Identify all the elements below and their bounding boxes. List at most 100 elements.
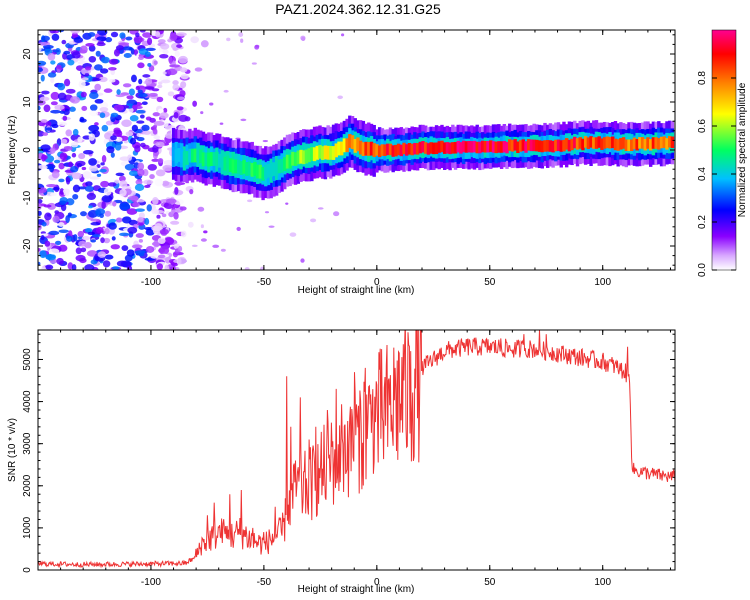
ridge-cell xyxy=(236,159,241,174)
noise-cell xyxy=(84,66,92,71)
noise-cell xyxy=(153,124,158,129)
noise-cell xyxy=(160,43,170,50)
noise-cell xyxy=(134,250,146,255)
x-tick-label: 100 xyxy=(594,577,611,588)
noise-cell xyxy=(38,203,42,211)
noise-cell xyxy=(99,68,109,74)
noise-cell xyxy=(46,165,53,169)
ridge-cell xyxy=(312,147,317,162)
ridge-cell xyxy=(505,141,509,154)
noise-cell xyxy=(135,208,145,212)
noise-cell xyxy=(147,62,152,67)
ridge-cell xyxy=(424,142,428,154)
ridge-cell xyxy=(532,139,536,152)
y-tick-label: 5000 xyxy=(22,348,33,371)
noise-cell xyxy=(84,227,93,233)
noise-cell xyxy=(132,104,138,110)
noise-cell xyxy=(92,234,101,238)
ridge-cell xyxy=(188,148,192,163)
ridge-cell xyxy=(654,137,658,149)
ridge-cell xyxy=(657,138,661,150)
noise-cell xyxy=(108,58,119,65)
ridge-cell xyxy=(407,143,412,155)
ridge-cell xyxy=(383,144,387,156)
ridge-cell xyxy=(386,143,390,156)
noise-cell xyxy=(100,237,105,244)
noise-cell xyxy=(161,180,170,187)
ridge-cell xyxy=(207,152,211,167)
ridge-cell xyxy=(662,136,666,148)
noise-cell xyxy=(97,30,108,36)
noise-cell xyxy=(131,124,138,132)
noise-cell xyxy=(192,100,198,107)
noise-cell xyxy=(203,230,208,234)
ridge-cell xyxy=(442,142,447,154)
ridge-cell xyxy=(621,137,626,149)
ridge-cell xyxy=(421,141,425,153)
noise-cell xyxy=(268,225,275,228)
noise-cell xyxy=(128,88,135,96)
noise-cell xyxy=(161,213,167,218)
ridge-cell xyxy=(329,145,333,160)
ridge-cell xyxy=(372,143,376,157)
noise-cell xyxy=(102,260,111,268)
noise-cell xyxy=(72,193,79,200)
noise-cell xyxy=(40,144,51,152)
noise-cell xyxy=(56,257,64,265)
ridge-cell xyxy=(228,158,233,173)
noise-cell xyxy=(59,110,66,114)
noise-cell xyxy=(151,208,159,215)
noise-cell xyxy=(138,239,143,243)
noise-cell xyxy=(136,120,145,124)
noise-cell xyxy=(103,187,112,196)
noise-cell xyxy=(71,264,77,270)
noise-cell xyxy=(126,265,133,270)
ridge-cell xyxy=(280,158,284,173)
ridge-cell xyxy=(456,140,460,153)
y-tick-label: 2000 xyxy=(22,474,33,497)
noise-cell xyxy=(194,67,203,72)
ridge-cell xyxy=(605,136,610,149)
noise-cell xyxy=(105,120,114,126)
noise-cell xyxy=(104,254,114,260)
spectrogram-y-axis-label: Frequency (Hz) xyxy=(7,116,18,185)
ridge-cell xyxy=(635,138,639,151)
y-tick-label: 4000 xyxy=(22,390,33,413)
ridge-cell xyxy=(535,139,539,152)
noise-cell xyxy=(141,124,150,132)
ridge-cell xyxy=(537,140,542,152)
y-tick-label: 1000 xyxy=(22,516,33,539)
ridge-cell xyxy=(589,136,593,148)
ridge-cell xyxy=(567,139,572,152)
noise-cell xyxy=(118,175,126,182)
noise-cell xyxy=(94,122,99,126)
noise-cell xyxy=(39,250,47,259)
noise-cell xyxy=(260,266,265,270)
x-tick-label: 50 xyxy=(484,577,496,588)
ridge-cell xyxy=(307,148,311,163)
ridge-cell xyxy=(638,137,642,149)
noise-cell xyxy=(153,135,161,140)
noise-cell xyxy=(139,114,145,119)
noise-cell xyxy=(100,56,110,64)
noise-cell xyxy=(149,174,155,180)
noise-cell xyxy=(169,266,177,270)
noise-cell xyxy=(176,106,184,111)
noise-cell xyxy=(177,96,185,101)
noise-cell xyxy=(139,30,146,33)
ridge-cell xyxy=(630,139,634,151)
noise-cell xyxy=(189,188,194,195)
ridge-cell xyxy=(350,135,355,150)
ridge-cell xyxy=(418,141,422,154)
snr-frame xyxy=(37,329,676,571)
ridge-cell xyxy=(364,141,368,156)
noise-cell xyxy=(157,254,166,259)
noise-cell xyxy=(60,203,67,212)
noise-cell xyxy=(58,178,65,183)
noise-cell xyxy=(69,106,76,112)
noise-cell xyxy=(121,119,132,127)
ridge-cell xyxy=(643,138,647,151)
noise-cell xyxy=(82,171,92,179)
noise-cell xyxy=(337,95,343,100)
noise-cell xyxy=(89,110,99,117)
